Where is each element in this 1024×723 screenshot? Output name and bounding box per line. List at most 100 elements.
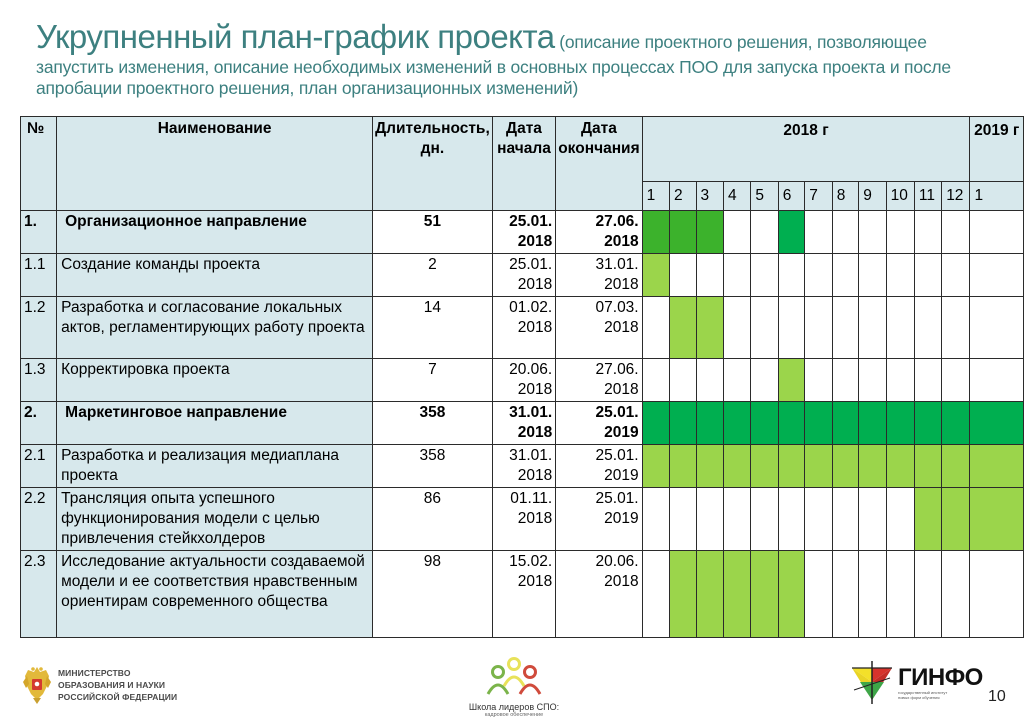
gantt-cell-month-2 bbox=[669, 444, 697, 488]
gantt-cell-month-11 bbox=[913, 210, 943, 254]
title-sub-line3: апробации проектного решения, план орган… bbox=[36, 77, 579, 98]
gantt-cell-month-3 bbox=[695, 444, 724, 488]
gantt-cell-month-4 bbox=[722, 487, 752, 551]
gantt-cell-month-7 bbox=[804, 401, 833, 445]
gantt-cell-month-3 bbox=[695, 401, 724, 445]
gantt-cell-month-9 bbox=[858, 296, 887, 359]
gantt-cell-month-9 bbox=[858, 358, 887, 402]
eagle-emblem-icon bbox=[23, 667, 51, 704]
gantt-cell-month-2 bbox=[669, 487, 697, 551]
ginfo-tagline-1: государственный институт bbox=[898, 690, 948, 695]
table-row: 2.1 Разработка и реализация медиаплана пр… bbox=[19, 444, 1024, 488]
gantt-cell-month-6 bbox=[777, 444, 806, 488]
school-subtitle: кадровое обеспечение bbox=[484, 712, 544, 718]
gantt-cell-month-10 bbox=[885, 253, 915, 297]
gantt-cell-month-8 bbox=[831, 444, 860, 488]
table-row: 1.2 Разработка и согласование локальных а… bbox=[19, 296, 1024, 359]
month-header-5: 5 bbox=[750, 181, 779, 211]
gantt-cell-month-6 bbox=[777, 487, 806, 551]
page-number: 10 bbox=[988, 688, 1006, 705]
gantt-table: № Наименование Длительность, дн. Дата на… bbox=[19, 116, 1024, 638]
gantt-cell-month-2 bbox=[669, 550, 697, 638]
gantt-cell-month-3 bbox=[695, 210, 724, 254]
gantt-cell-month-1 bbox=[641, 401, 671, 445]
gantt-cell-month-2 bbox=[669, 358, 697, 402]
row-name: Трансляция опыта успешного функционирова… bbox=[56, 487, 374, 551]
month-header-11: 11 bbox=[913, 181, 943, 211]
row-number: 2.1 bbox=[19, 444, 58, 488]
school-name: Школа лидеров СПО: bbox=[468, 702, 560, 712]
row-end-date: 31.01. 2018 bbox=[555, 253, 643, 297]
row-start-date: 01.02. 2018 bbox=[491, 296, 557, 359]
gantt-cell-month-13 bbox=[969, 444, 1024, 488]
header-year-2018: 2018 г bbox=[641, 116, 971, 182]
ginfo-name: ГИНФО bbox=[898, 664, 983, 691]
gantt-cell-month-13 bbox=[969, 401, 1024, 445]
gantt-cell-month-11 bbox=[913, 296, 943, 359]
gantt-body: 1. Организационное направление 51 25.01. 20… bbox=[19, 210, 1024, 638]
month-header-10: 10 bbox=[885, 181, 915, 211]
gantt-cell-month-13 bbox=[969, 210, 1024, 254]
row-duration: 51 bbox=[372, 210, 493, 254]
gantt-cell-month-5 bbox=[750, 253, 779, 297]
header-start-label: Дата начала bbox=[497, 120, 551, 157]
row-end-date: 07.03. 2018 bbox=[555, 296, 643, 359]
gantt-cell-month-3 bbox=[695, 358, 724, 402]
row-end-date: 27.06. 2018 bbox=[555, 358, 643, 402]
ministry-line1: МИНИСТЕРСТВО bbox=[58, 668, 131, 678]
gantt-cell-month-9 bbox=[858, 444, 887, 488]
month-header-row: 1 2 3 4 5 6 7 8 9 10 11 12 1 bbox=[21, 181, 1024, 211]
gantt-cell-month-8 bbox=[831, 296, 860, 359]
gantt-cell-month-5 bbox=[750, 444, 779, 488]
row-end-date: 20.06. 2018 bbox=[555, 550, 643, 638]
gantt-cell-month-7 bbox=[804, 358, 833, 402]
gantt-cell-month-10 bbox=[885, 358, 915, 402]
header-duration: Длительность, дн. bbox=[372, 116, 493, 211]
row-name: Маркетинговое направление bbox=[56, 401, 374, 445]
gantt-cell-month-9 bbox=[858, 253, 887, 297]
gantt-cell-month-2 bbox=[669, 296, 697, 359]
ginfo-text: ГИНФО государственный институт новых фор… bbox=[898, 664, 983, 701]
gantt-cell-month-8 bbox=[831, 358, 860, 402]
gantt-cell-month-5 bbox=[750, 210, 779, 254]
row-duration: 86 bbox=[372, 487, 493, 551]
row-name: Корректировка проекта bbox=[56, 358, 374, 402]
gantt-cell-month-4 bbox=[722, 296, 752, 359]
gantt-cell-month-11 bbox=[913, 487, 943, 551]
month-header-8: 8 bbox=[831, 181, 860, 211]
row-start-date: 20.06. 2018 bbox=[491, 358, 557, 402]
gantt-cell-month-10 bbox=[885, 401, 915, 445]
school-people-icon bbox=[486, 657, 542, 695]
gantt-cell-month-12 bbox=[941, 444, 971, 488]
ginfo-tagline-2: новых форм обучения bbox=[898, 695, 940, 700]
row-name: Организационное направление bbox=[56, 210, 374, 254]
ginfo-logo: ГИНФО государственный институт новых фор… bbox=[850, 660, 983, 704]
gantt-cell-month-1 bbox=[641, 550, 671, 638]
row-name: Разработка и реализация медиаплана проек… bbox=[56, 444, 374, 488]
table-row: 2. Маркетинговое направление 358 31.01. 201… bbox=[19, 401, 1024, 445]
gantt-cell-month-12 bbox=[941, 210, 971, 254]
row-start-date: 15.02. 2018 bbox=[491, 550, 557, 638]
row-start-date: 25.01. 2018 bbox=[491, 253, 557, 297]
gantt-cell-month-2 bbox=[669, 253, 697, 297]
gantt-cell-month-8 bbox=[831, 487, 860, 551]
gantt-cell-month-10 bbox=[885, 296, 915, 359]
month-header-7: 7 bbox=[804, 181, 833, 211]
month-header-3: 3 bbox=[695, 181, 724, 211]
row-duration: 358 bbox=[372, 401, 493, 445]
gantt-cell-month-5 bbox=[750, 358, 779, 402]
gantt-cell-month-12 bbox=[941, 550, 971, 638]
gantt-cell-month-9 bbox=[858, 210, 887, 254]
gantt-cell-month-4 bbox=[722, 444, 752, 488]
gantt-cell-month-11 bbox=[913, 444, 943, 488]
gantt-cell-month-2 bbox=[669, 210, 697, 254]
gantt-cell-month-5 bbox=[750, 550, 779, 638]
row-start-date: 25.01. 2018 bbox=[491, 210, 557, 254]
gantt-cell-month-10 bbox=[885, 444, 915, 488]
row-start-date: 31.01. 2018 bbox=[491, 401, 557, 445]
row-start-date: 31.01. 2018 bbox=[491, 444, 557, 488]
gantt-cell-month-7 bbox=[804, 253, 833, 297]
gantt-cell-month-5 bbox=[750, 487, 779, 551]
gantt-cell-month-1 bbox=[641, 487, 671, 551]
row-end-date: 25.01. 2019 bbox=[555, 401, 643, 445]
